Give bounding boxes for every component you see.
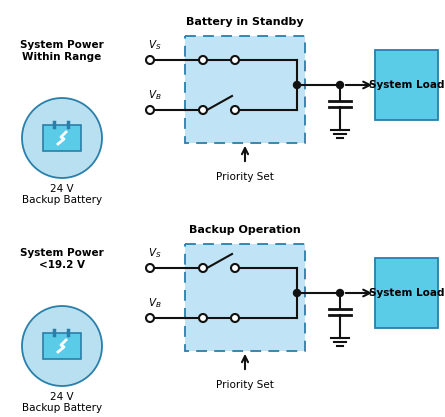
Circle shape — [294, 81, 300, 88]
Circle shape — [231, 56, 239, 64]
Circle shape — [22, 98, 102, 178]
Circle shape — [231, 106, 239, 114]
Text: <19.2 V: <19.2 V — [39, 260, 85, 270]
FancyBboxPatch shape — [185, 244, 305, 351]
Text: $V_S$: $V_S$ — [148, 246, 162, 260]
Circle shape — [199, 56, 207, 64]
Circle shape — [231, 314, 239, 322]
Circle shape — [22, 306, 102, 386]
FancyBboxPatch shape — [185, 36, 305, 143]
Circle shape — [336, 289, 344, 296]
Circle shape — [199, 106, 207, 114]
Text: Backup Battery: Backup Battery — [22, 403, 102, 413]
Circle shape — [199, 264, 207, 272]
Circle shape — [336, 81, 344, 88]
Text: Priority Set: Priority Set — [216, 172, 274, 182]
Text: System Power: System Power — [20, 248, 104, 258]
FancyBboxPatch shape — [375, 258, 438, 328]
Circle shape — [146, 56, 154, 64]
Text: Backup Operation: Backup Operation — [189, 225, 301, 235]
Text: System Load: System Load — [369, 80, 444, 90]
Text: System Load: System Load — [369, 288, 444, 298]
FancyBboxPatch shape — [43, 125, 81, 151]
Circle shape — [146, 264, 154, 272]
Text: 24 V: 24 V — [50, 184, 74, 194]
Text: Priority Set: Priority Set — [216, 380, 274, 390]
Circle shape — [231, 264, 239, 272]
FancyBboxPatch shape — [43, 333, 81, 359]
Text: System Power: System Power — [20, 40, 104, 50]
Text: Within Range: Within Range — [22, 52, 101, 62]
Circle shape — [199, 314, 207, 322]
Circle shape — [146, 106, 154, 114]
Text: $V_B$: $V_B$ — [148, 88, 162, 102]
Circle shape — [294, 289, 300, 296]
Text: Backup Battery: Backup Battery — [22, 195, 102, 205]
Circle shape — [146, 314, 154, 322]
Text: Battery in Standby: Battery in Standby — [186, 17, 304, 27]
Text: $V_B$: $V_B$ — [148, 296, 162, 310]
FancyBboxPatch shape — [375, 50, 438, 120]
Text: $V_S$: $V_S$ — [148, 38, 162, 52]
Text: 24 V: 24 V — [50, 392, 74, 402]
